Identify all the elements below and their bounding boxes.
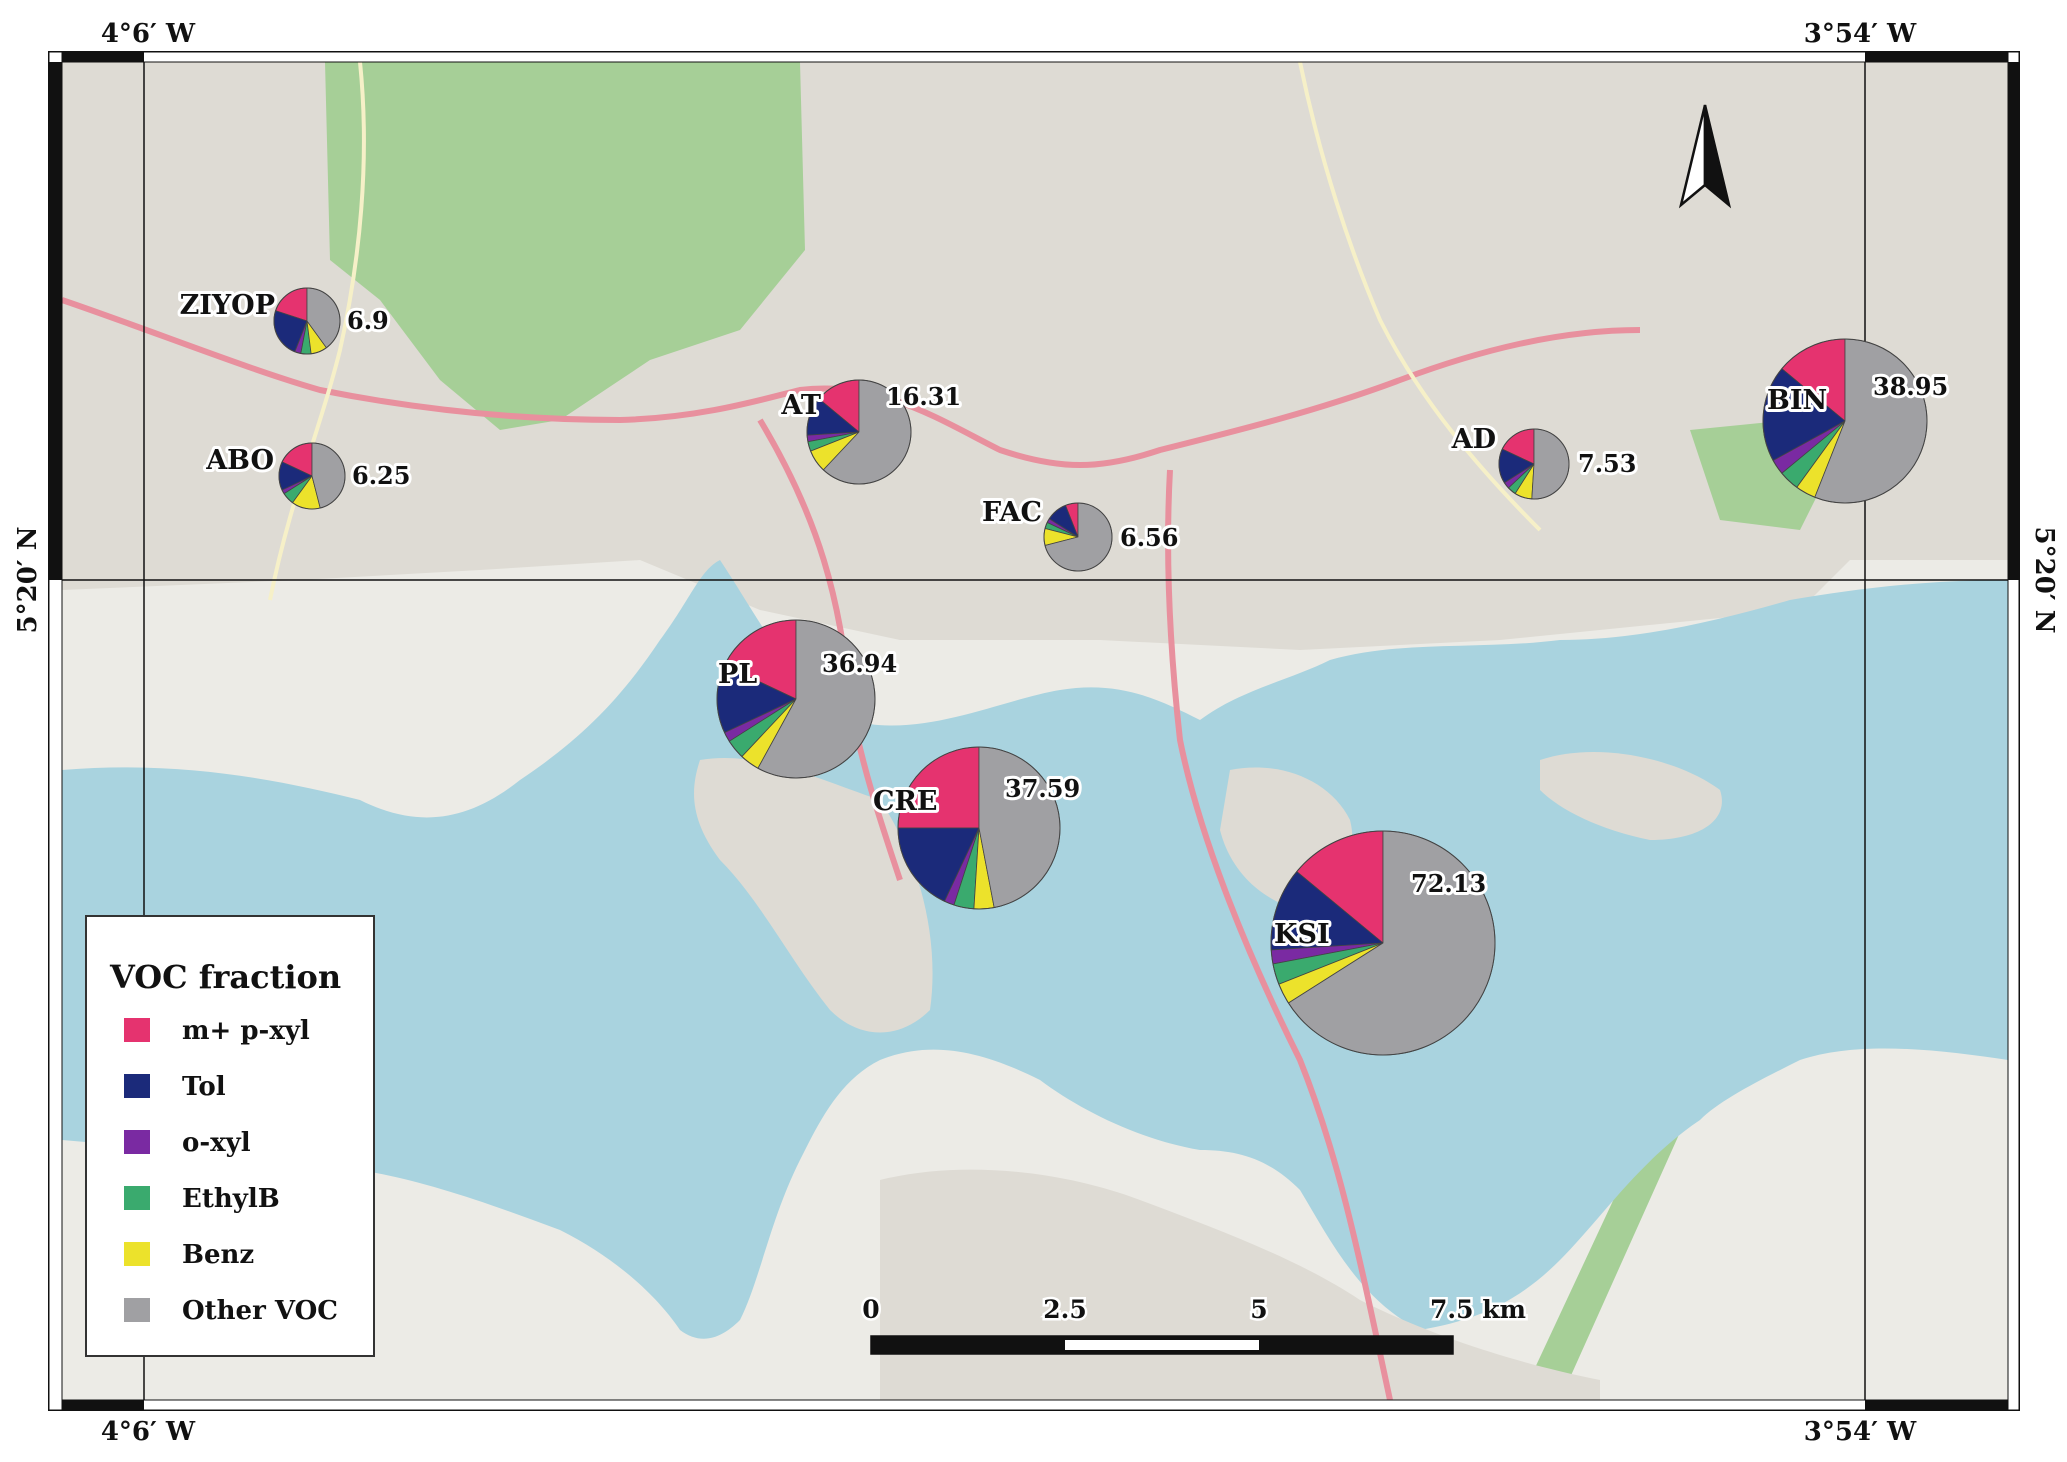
pie-outline: [278, 442, 346, 510]
forest-area: [325, 62, 805, 430]
coord-top-right: 3°54′ W: [1804, 19, 1917, 49]
site-value-bin: 38.95: [1873, 372, 1948, 401]
base-map: [61, 61, 2008, 1401]
site-value-abo: 6.25: [352, 461, 410, 490]
pie-bin: BIN 38.95: [1762, 338, 1951, 504]
pie-outline: [1762, 338, 1928, 504]
scale-label-2-5: 2.5: [1043, 1295, 1087, 1324]
legend-items: m+ p-xyl Tol o-xyl EthylB Benz Other VOC: [124, 1016, 338, 1326]
legend-swatch-m-p-xyl: [124, 1018, 150, 1042]
site-label-at: AT: [780, 390, 821, 421]
major-road-bridge: [1165, 469, 1393, 1401]
pie-outline: [273, 287, 341, 355]
peninsula-plateau: [694, 758, 933, 1033]
legend-label-other-voc: Other VOC: [182, 1296, 338, 1326]
legend-swatch-tol: [124, 1074, 150, 1098]
legend-label-benz: Benz: [182, 1240, 254, 1270]
scale-label-0: 0: [862, 1295, 879, 1324]
pie-ziyop: ZIYOP 6.9: [177, 287, 392, 355]
site-label-pl: PL: [718, 659, 757, 690]
site-value-cre: 37.59: [1005, 774, 1080, 803]
pie-outline: [897, 746, 1061, 910]
pie-outline: [1498, 428, 1570, 500]
pie-outline: [716, 619, 876, 779]
site-label-fac: FAC: [982, 497, 1042, 528]
site-label-bin: BIN: [1767, 385, 1827, 416]
coord-left-lat: 5°20′ N: [13, 527, 43, 634]
scale-bar: 0 2.5 5 7.5 km: [860, 1293, 1528, 1355]
site-label-ksi: KSI: [1274, 919, 1330, 950]
legend-label-ethylb: EthylB: [182, 1184, 280, 1214]
legend: VOC fraction m+ p-xyl Tol o-xyl EthylB Benz O…: [85, 915, 375, 1357]
pie-fac: FAC 6.56: [979, 494, 1181, 572]
scale-label-5: 5: [1250, 1295, 1267, 1324]
site-value-fac: 6.56: [1120, 523, 1178, 552]
site-label-ad: AD: [1451, 424, 1496, 455]
site-value-ksi: 72.13: [1411, 869, 1486, 898]
site-value-at: 16.31: [886, 382, 961, 411]
pie-outline: [1270, 830, 1496, 1056]
legend-swatch-ethylb: [124, 1186, 150, 1210]
north-arrow-icon: [1678, 104, 1732, 209]
site-value-pl: 36.94: [822, 649, 897, 678]
scale-label-7-5-km: 7.5 km: [1430, 1295, 1526, 1324]
legend-label-m-p-xyl: m+ p-xyl: [182, 1016, 310, 1046]
pie-ad: AD 7.53: [1448, 421, 1639, 500]
coord-bottom-left: 4°6′ W: [101, 1417, 196, 1447]
pie-at: AT 16.31: [777, 379, 964, 485]
lagoon-water: [62, 560, 2008, 1339]
site-pies: ZIYOP 6.9 ABO 6.25 AT 16.31 FAC 6.56 AD 7.53 BIN 38…: [177, 287, 1951, 1056]
legend-title: VOC fraction: [109, 958, 341, 996]
legend-swatch-other-voc: [124, 1298, 150, 1322]
legend-swatch-o-xyl: [124, 1130, 150, 1154]
pie-ksi: KSI 72.13: [1270, 830, 1496, 1056]
coord-top-left: 4°6′ W: [101, 19, 196, 49]
island-east: [1540, 751, 1722, 840]
legend-label-tol: Tol: [182, 1072, 226, 1102]
frame-ticks: [48, 51, 2020, 1411]
pie-outline: [806, 379, 912, 485]
site-label-abo: ABO: [205, 445, 274, 476]
site-label-ziyop: ZIYOP: [180, 290, 275, 321]
legend-label-o-xyl: o-xyl: [182, 1128, 251, 1158]
pie-cre: CRE 37.59: [870, 746, 1083, 910]
pie-outline: [1043, 502, 1113, 572]
site-label-cre: CRE: [873, 786, 938, 817]
minor-road-east: [1298, 61, 1542, 532]
site-value-ziyop: 6.9: [347, 306, 389, 335]
minor-road: [268, 61, 366, 601]
site-value-ad: 7.53: [1578, 449, 1636, 478]
coord-right-lat: 5°20′ N: [2029, 527, 2059, 634]
pie-abo: ABO 6.25: [202, 442, 413, 510]
forest-area-airport: [1520, 1100, 1690, 1400]
pie-pl: PL 36.94: [715, 619, 900, 779]
coord-bottom-right: 3°54′ W: [1804, 1417, 1917, 1447]
legend-swatch-benz: [124, 1242, 150, 1266]
